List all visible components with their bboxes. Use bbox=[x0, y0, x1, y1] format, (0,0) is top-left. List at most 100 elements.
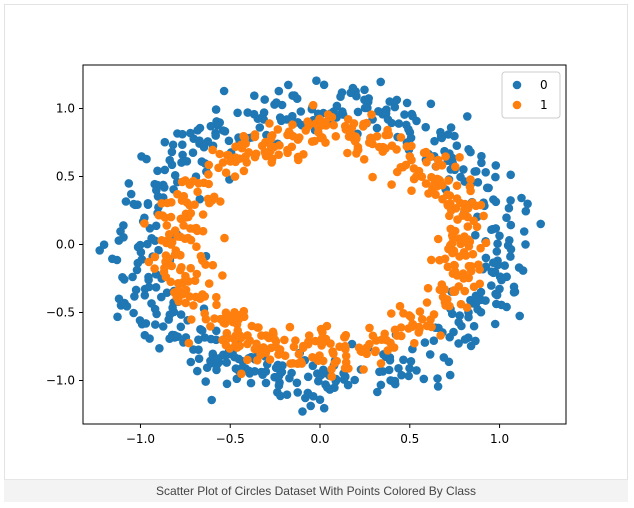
x-tick-label: −1.0 bbox=[126, 432, 155, 446]
scatter-point-class-1 bbox=[173, 279, 183, 288]
scatter-point-class-0 bbox=[439, 353, 449, 362]
scatter-point-class-0 bbox=[372, 123, 382, 133]
scatter-point-class-1 bbox=[235, 154, 244, 163]
scatter-point-class-1 bbox=[343, 115, 353, 124]
legend-label-class-1: 1 bbox=[540, 98, 548, 112]
scatter-point-class-1 bbox=[441, 297, 451, 307]
scatter-point-class-1 bbox=[387, 180, 396, 189]
scatter-point-class-0 bbox=[194, 354, 204, 364]
scatter-point-class-0 bbox=[493, 239, 502, 248]
scatter-point-class-1 bbox=[481, 238, 491, 248]
scatter-point-class-1 bbox=[167, 198, 176, 207]
y-tick-label: 0.0 bbox=[56, 238, 75, 252]
scatter-point-class-1 bbox=[431, 190, 440, 199]
scatter-point-class-1 bbox=[206, 322, 215, 331]
scatter-point-class-1 bbox=[404, 324, 413, 333]
scatter-point-class-0 bbox=[160, 137, 170, 147]
scatter-point-class-1 bbox=[186, 208, 196, 218]
scatter-point-class-1 bbox=[451, 162, 460, 172]
legend-marker-class-0 bbox=[512, 80, 522, 90]
scatter-point-class-1 bbox=[280, 351, 290, 361]
scatter-point-class-1 bbox=[450, 287, 460, 297]
scatter-point-class-1 bbox=[198, 290, 207, 299]
scatter-point-class-1 bbox=[285, 322, 295, 332]
scatter-points bbox=[95, 76, 545, 416]
scatter-point-class-0 bbox=[336, 92, 345, 101]
scatter-point-class-0 bbox=[481, 296, 490, 305]
scatter-point-class-1 bbox=[376, 359, 386, 368]
scatter-point-class-0 bbox=[408, 111, 417, 121]
scatter-point-class-1 bbox=[220, 233, 229, 243]
scatter-point-class-0 bbox=[491, 161, 501, 170]
scatter-point-class-1 bbox=[241, 139, 250, 148]
scatter-point-class-1 bbox=[344, 132, 354, 141]
scatter-point-class-1 bbox=[327, 372, 337, 381]
scatter-point-class-1 bbox=[462, 303, 472, 312]
scatter-point-class-1 bbox=[287, 142, 297, 152]
legend-marker-class-1 bbox=[512, 100, 522, 110]
scatter-point-class-0 bbox=[515, 311, 524, 321]
scatter-point-class-0 bbox=[506, 220, 516, 230]
scatter-point-class-1 bbox=[435, 285, 445, 295]
scatter-point-class-0 bbox=[154, 245, 163, 255]
scatter-point-class-1 bbox=[161, 251, 171, 260]
scatter-point-class-1 bbox=[274, 350, 283, 359]
scatter-point-class-0 bbox=[177, 158, 186, 167]
scatter-point-class-0 bbox=[454, 317, 464, 327]
scatter-point-class-0 bbox=[130, 292, 139, 301]
scatter-point-class-1 bbox=[434, 175, 444, 184]
scatter-point-class-1 bbox=[228, 311, 238, 320]
scatter-point-class-0 bbox=[360, 95, 369, 105]
scatter-point-class-0 bbox=[399, 355, 408, 365]
scatter-point-class-0 bbox=[376, 77, 386, 87]
scatter-point-class-1 bbox=[208, 145, 217, 155]
scatter-point-class-0 bbox=[517, 193, 526, 203]
scatter-point-class-1 bbox=[275, 141, 284, 150]
scatter-point-class-0 bbox=[489, 258, 498, 268]
scatter-point-class-1 bbox=[201, 260, 210, 269]
scatter-point-class-0 bbox=[419, 374, 429, 384]
scatter-point-class-0 bbox=[504, 203, 514, 213]
x-axis: −1.0 −0.5 0.0 0.5 1.0 bbox=[126, 424, 509, 446]
scatter-point-class-0 bbox=[132, 265, 142, 275]
scatter-point-class-0 bbox=[219, 86, 229, 96]
scatter-point-class-0 bbox=[143, 199, 153, 208]
scatter-point-class-0 bbox=[162, 288, 172, 298]
scatter-point-class-1 bbox=[204, 160, 214, 170]
scatter-point-class-1 bbox=[186, 224, 195, 233]
scatter-point-class-0 bbox=[455, 311, 465, 320]
scatter-point-class-1 bbox=[177, 196, 187, 205]
scatter-point-class-0 bbox=[476, 307, 486, 317]
scatter-point-class-1 bbox=[162, 221, 172, 230]
scatter-point-class-1 bbox=[468, 249, 478, 259]
scatter-point-class-1 bbox=[374, 142, 384, 152]
scatter-point-class-1 bbox=[207, 196, 217, 205]
legend: 01 bbox=[501, 71, 561, 119]
scatter-point-class-1 bbox=[268, 327, 278, 337]
scatter-point-class-0 bbox=[430, 136, 439, 146]
scatter-point-class-0 bbox=[482, 183, 492, 193]
scatter-point-class-1 bbox=[280, 335, 289, 345]
scatter-point-class-0 bbox=[274, 381, 284, 390]
scatter-point-class-0 bbox=[303, 372, 313, 382]
scatter-point-class-1 bbox=[181, 176, 190, 185]
scatter-point-class-1 bbox=[291, 336, 300, 345]
scatter-point-class-0 bbox=[153, 166, 162, 176]
scatter-point-class-0 bbox=[392, 95, 402, 105]
scatter-point-class-1 bbox=[318, 356, 328, 366]
scatter-point-class-1 bbox=[301, 126, 311, 135]
scatter-point-class-1 bbox=[192, 269, 202, 279]
scatter-point-class-0 bbox=[376, 380, 386, 390]
scatter-point-class-0 bbox=[404, 125, 413, 134]
scatter-point-class-0 bbox=[506, 252, 515, 261]
scatter-point-class-0 bbox=[143, 239, 152, 249]
scatter-point-class-1 bbox=[230, 172, 240, 181]
scatter-point-class-0 bbox=[470, 167, 480, 176]
scatter-point-class-0 bbox=[454, 339, 463, 348]
scatter-point-class-0 bbox=[360, 85, 369, 95]
scatter-point-class-0 bbox=[261, 367, 271, 376]
scatter-point-class-1 bbox=[329, 120, 339, 130]
scatter-point-class-0 bbox=[112, 255, 122, 265]
scatter-point-class-1 bbox=[322, 321, 332, 331]
scatter-point-class-1 bbox=[283, 148, 292, 158]
